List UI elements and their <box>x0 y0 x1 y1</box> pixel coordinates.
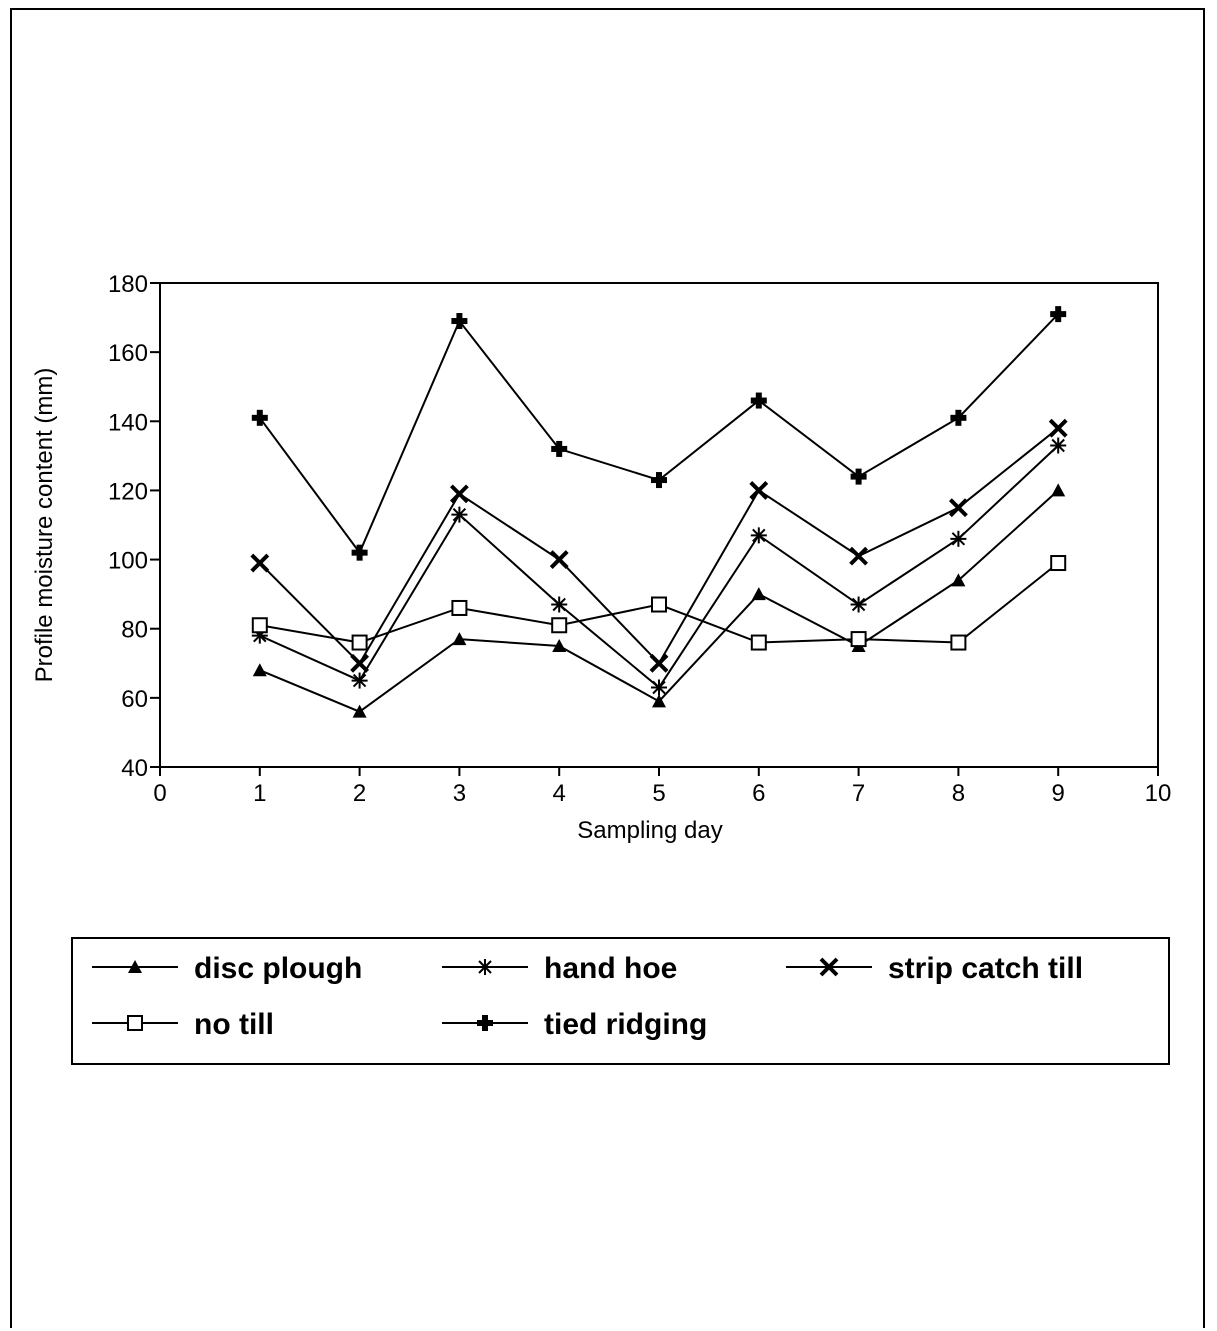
y-tick-label: 180 <box>108 271 148 298</box>
y-axis: 40 60 80 100 120 140 160 180 <box>108 271 160 782</box>
data-point-disc-plough <box>951 573 966 587</box>
data-point-hand-hoe <box>351 672 368 689</box>
data-point-tied-ridging <box>1050 306 1067 323</box>
data-point-strip-catch-till <box>1048 418 1068 438</box>
x-tick-label: 6 <box>752 780 765 807</box>
data-point-strip-catch-till <box>749 481 769 500</box>
data-point-hand-hoe <box>551 596 568 613</box>
legend-label: tied ridging <box>544 1008 707 1041</box>
data-point-disc-plough <box>352 704 367 718</box>
x-tick-label: 10 <box>1145 780 1172 807</box>
series-no-till <box>251 555 1067 651</box>
data-point-hand-hoe <box>750 527 767 544</box>
data-point-strip-catch-till <box>948 498 968 518</box>
data-point-strip-catch-till <box>250 553 270 573</box>
data-point-no-till <box>950 634 967 651</box>
data-point-tied-ridging <box>351 544 368 561</box>
page-frame <box>10 8 1205 1328</box>
legend-item-no-till: no till <box>92 1008 274 1041</box>
data-point-strip-catch-till <box>350 653 370 673</box>
series-line-strip-catch-till <box>259 427 1059 665</box>
data-point-hand-hoe <box>1050 437 1067 454</box>
y-tick-label: 160 <box>108 340 148 367</box>
series-strip-catch-till <box>250 418 1068 673</box>
data-point-disc-plough <box>452 632 467 646</box>
y-tick-label: 80 <box>121 617 148 644</box>
data-point-tied-ridging <box>850 468 867 485</box>
legend-label: hand hoe <box>544 952 677 985</box>
data-point-strip-catch-till <box>649 653 669 673</box>
series-hand-hoe <box>251 437 1067 696</box>
data-point-no-till <box>251 617 268 634</box>
data-point-tied-ridging <box>950 409 967 426</box>
data-point-strip-catch-till <box>449 484 469 504</box>
data-point-tied-ridging <box>750 392 767 409</box>
data-point-tied-ridging <box>551 440 568 457</box>
data-point-hand-hoe <box>850 596 867 613</box>
y-tick-label: 100 <box>108 548 148 575</box>
data-point-no-till <box>1050 555 1067 572</box>
data-point-tied-ridging <box>651 472 667 489</box>
x-axis-title: Sampling day <box>577 817 722 844</box>
x-tick-label: 8 <box>952 780 965 807</box>
x-tick-label: 5 <box>652 780 665 807</box>
x-tick-label: 3 <box>453 780 466 807</box>
data-point-tied-ridging <box>251 409 268 426</box>
legend-marker-no-till <box>127 1015 143 1031</box>
legend-item-strip-catch-till: strip catch till <box>786 952 1083 985</box>
data-point-disc-plough <box>1051 483 1066 497</box>
y-tick-label: 60 <box>121 686 148 713</box>
x-tick-label: 1 <box>253 780 266 807</box>
data-point-disc-plough <box>751 587 766 601</box>
data-point-strip-catch-till <box>549 550 569 569</box>
legend-item-tied-ridging: tied ridging <box>442 1008 707 1041</box>
y-tick-label: 140 <box>108 409 148 436</box>
series-tied-ridging <box>251 306 1067 561</box>
data-point-no-till <box>750 634 767 651</box>
legend-marker-hand-hoe <box>477 959 493 975</box>
data-point-strip-catch-till <box>849 546 869 566</box>
y-tick-label: 120 <box>108 478 148 505</box>
y-axis-title: Profile moisture content (mm) <box>31 368 58 683</box>
x-axis: 0 1 2 3 4 5 6 7 8 9 10 <box>153 767 1171 807</box>
data-point-no-till <box>651 596 667 613</box>
legend-marker-tied-ridging <box>477 1015 493 1031</box>
x-tick-label: 4 <box>553 780 566 807</box>
legend-marker-disc-plough <box>128 960 142 973</box>
legend: disc plough hand hoe strip catch till no ti… <box>71 937 1170 1065</box>
legend-label: disc plough <box>194 952 362 985</box>
legend-label: no till <box>194 1008 274 1041</box>
data-point-disc-plough <box>252 663 267 677</box>
data-point-no-till <box>850 631 867 648</box>
data-point-hand-hoe <box>451 506 468 523</box>
legend-label: strip catch till <box>888 952 1083 985</box>
data-point-hand-hoe <box>950 530 967 547</box>
data-point-disc-plough <box>652 694 666 708</box>
series-layer <box>250 306 1068 718</box>
y-tick-label: 40 <box>121 755 148 782</box>
legend-item-hand-hoe: hand hoe <box>442 952 677 985</box>
x-tick-label: 7 <box>852 780 865 807</box>
data-point-no-till <box>451 599 468 616</box>
legend-box <box>71 937 1170 1065</box>
legend-marker-strip-catch-till <box>819 957 839 977</box>
series-disc-plough <box>252 483 1066 718</box>
data-point-no-till <box>351 634 368 651</box>
x-tick-label: 9 <box>1052 780 1065 807</box>
x-tick-label: 2 <box>353 780 366 807</box>
legend-item-disc-plough: disc plough <box>92 952 362 985</box>
data-point-disc-plough <box>552 639 567 652</box>
data-point-tied-ridging <box>451 313 468 330</box>
x-tick-label: 0 <box>153 780 166 807</box>
data-point-hand-hoe <box>651 679 667 696</box>
data-point-no-till <box>551 617 568 634</box>
